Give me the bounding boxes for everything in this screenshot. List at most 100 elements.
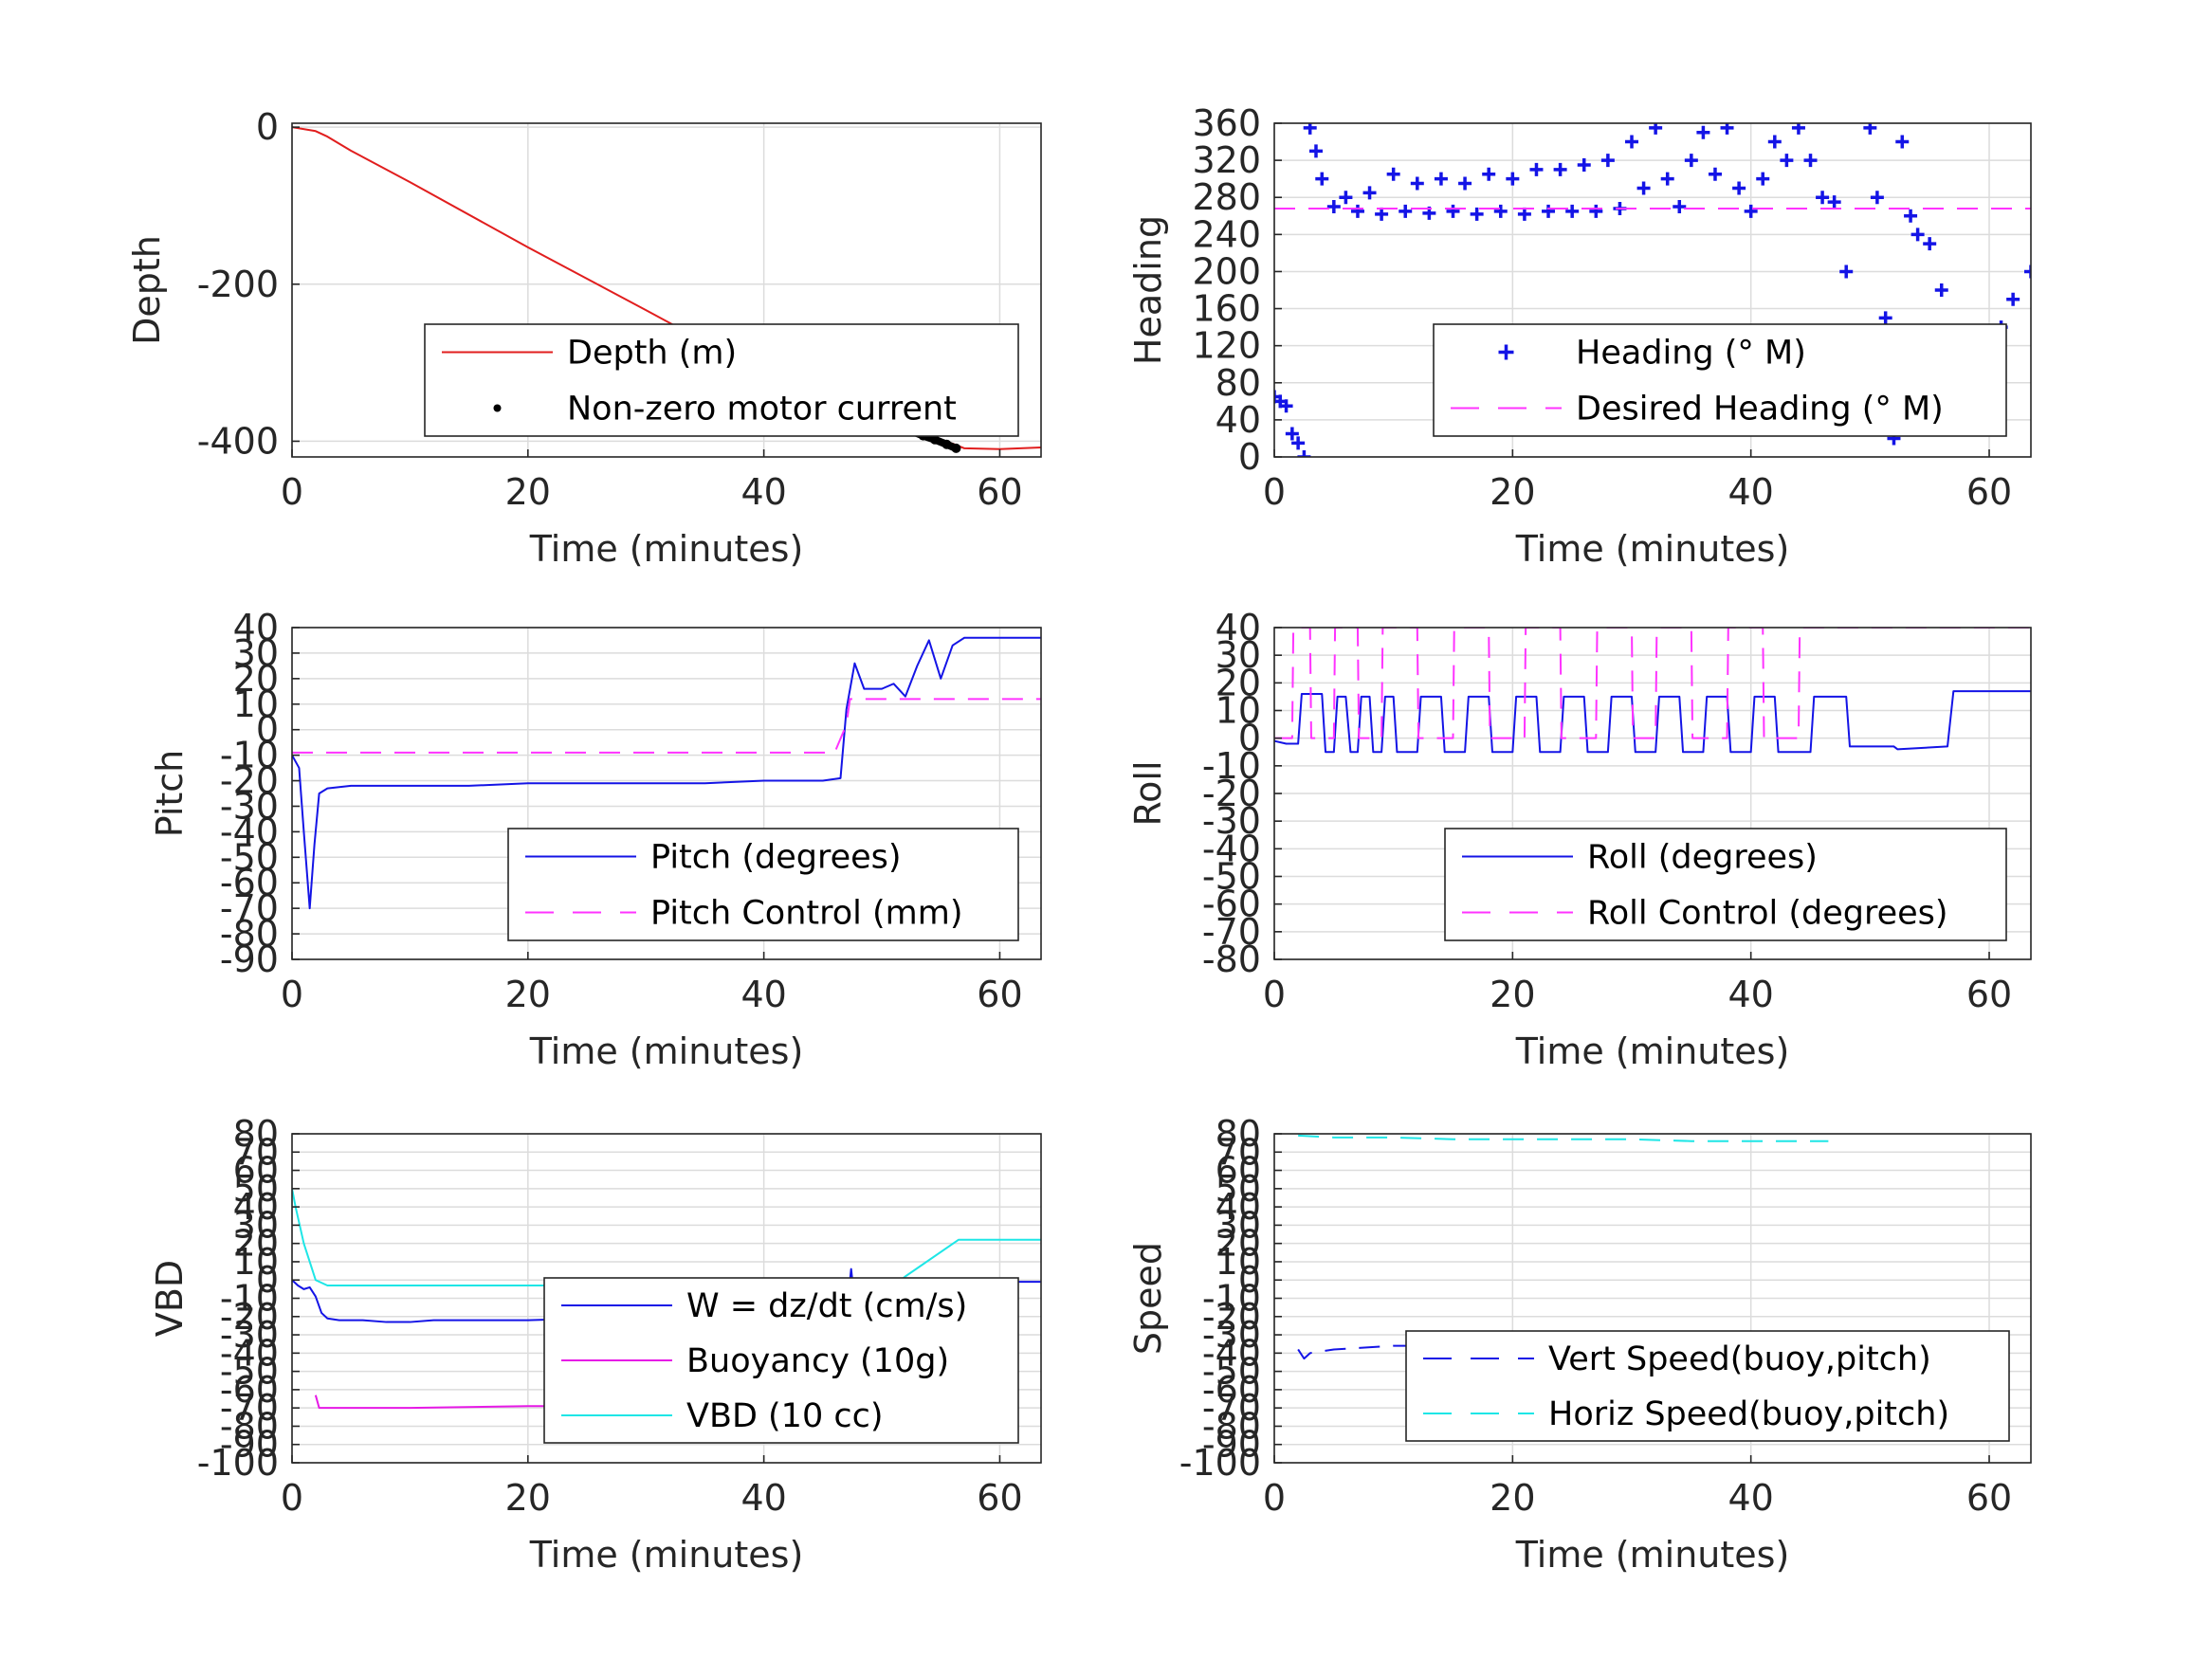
data-point-heading-s0: [1375, 207, 1389, 221]
series-line-speed-s1: [1298, 1134, 1829, 1142]
y-tick-label: -100: [197, 1442, 279, 1484]
data-point-heading-s0: [1279, 399, 1293, 413]
y-tick-label: 70: [233, 1131, 279, 1173]
data-point-heading-s0: [1350, 204, 1364, 218]
data-point-heading-s0: [1517, 207, 1531, 221]
y-tick-label: 160: [1192, 288, 1261, 330]
y-axis-label: Heading: [1127, 215, 1169, 365]
data-point-heading-s0: [1816, 191, 1830, 205]
legend-label: Non-zero motor current: [567, 391, 957, 428]
y-tick-label: -90: [220, 1424, 279, 1466]
y-tick-label: 50: [1216, 1168, 1261, 1210]
data-point-heading-s0: [1506, 172, 1520, 186]
y-tick-label: -80: [1202, 1405, 1261, 1447]
y-tick-label: 30: [233, 632, 279, 674]
legend-label: VBD (10 cc): [686, 1397, 884, 1435]
series-line-pitch-s1: [292, 698, 1041, 754]
data-point-heading-s0: [1565, 204, 1580, 218]
y-tick-label: 10: [1216, 1241, 1261, 1283]
y-tick-label: 80: [1216, 362, 1261, 404]
y-tick-label: -60: [1202, 1369, 1261, 1411]
legend-frame: [1405, 1330, 2010, 1442]
data-point-heading-s0: [1600, 154, 1615, 168]
y-tick-label: 30: [1216, 1204, 1261, 1246]
y-tick-label: 70: [1216, 1131, 1261, 1173]
x-tick-label: 60: [977, 1477, 1022, 1519]
y-tick-label: 30: [1216, 634, 1261, 676]
y-tick-label: -60: [220, 862, 279, 903]
data-point-heading-s0: [1291, 436, 1306, 450]
y-tick-label: -60: [1202, 884, 1261, 925]
y-tick-label: -200: [197, 264, 279, 305]
y-axis-label: Roll: [1127, 760, 1169, 826]
y-tick-label: -80: [220, 1405, 279, 1447]
data-point-heading-s0: [1434, 172, 1448, 186]
x-tick-label: 20: [505, 1477, 551, 1519]
data-point-heading-s0: [1458, 176, 1472, 191]
x-tick-label: 0: [1263, 471, 1286, 513]
y-tick-label: 20: [233, 658, 279, 700]
x-axis-label: Time (minutes): [1515, 1534, 1790, 1576]
x-axis-label: Time (minutes): [529, 1030, 804, 1072]
y-tick-label: -30: [1202, 800, 1261, 842]
y-tick-label: 40: [233, 1186, 279, 1228]
legend-frame: [424, 323, 1019, 437]
x-tick-label: 60: [1966, 471, 2012, 513]
legend-label: Roll Control (degrees): [1587, 895, 1948, 933]
y-tick-label: 10: [233, 1241, 279, 1283]
x-tick-label: 60: [1966, 1477, 2012, 1519]
data-point-heading-s0: [1589, 204, 1603, 218]
y-tick-label: -20: [220, 760, 279, 802]
data-point-heading-s0: [1839, 264, 1854, 279]
axes-frame: [1273, 122, 2032, 458]
y-tick-label: -90: [220, 939, 279, 980]
data-point-heading-s0: [1684, 154, 1698, 168]
data-point-heading-s0: [1410, 176, 1424, 191]
y-tick-label: 60: [233, 1150, 279, 1192]
y-tick-label: 50: [233, 1168, 279, 1210]
x-tick-label: 20: [1490, 471, 1535, 513]
data-point-heading-s0: [1803, 154, 1818, 168]
y-tick-label: -20: [1202, 773, 1261, 814]
y-tick-label: -100: [1179, 1442, 1261, 1484]
x-axis-label: Time (minutes): [1515, 528, 1790, 570]
x-tick-label: 40: [740, 974, 786, 1015]
x-tick-label: 40: [740, 471, 786, 513]
y-tick-label: 240: [1192, 213, 1261, 255]
legend-label: Roll (degrees): [1587, 839, 1818, 877]
x-tick-label: 60: [977, 974, 1022, 1015]
x-tick-label: 0: [281, 471, 303, 513]
subplot-roll: 0 20 40 60-80-70-60-50-40-30-20-10010203040…: [1127, 607, 2032, 1072]
legend: Vert Speed(buoy,pitch) Horiz Speed(buoy,p…: [1405, 1330, 2010, 1442]
axes-frame: [291, 122, 1042, 458]
x-tick-label: 40: [1728, 974, 1773, 1015]
x-axis-label: Time (minutes): [1515, 1030, 1790, 1072]
data-point-heading-s0: [1708, 167, 1722, 181]
legend: W = dz/dt (cm/s) Buoyancy (10g) VBD (10 cc…: [543, 1277, 1019, 1444]
data-point-heading-s0: [1315, 172, 1329, 186]
x-axis-label: Time (minutes): [529, 1534, 804, 1576]
series-group: [1274, 123, 2031, 457]
x-axis-label: Time (minutes): [529, 528, 804, 570]
data-point-heading-s0: [1529, 162, 1544, 176]
y-tick-label: 320: [1192, 139, 1261, 181]
y-tick-label: -10: [1202, 1278, 1261, 1320]
y-tick-label: -40: [1202, 828, 1261, 869]
data-point-heading-s0: [1870, 191, 1884, 205]
y-tick-label: 10: [1216, 690, 1261, 732]
y-axis-label: Speed: [1127, 1242, 1169, 1355]
y-tick-label: 60: [1216, 1150, 1261, 1192]
data-point-heading-s0: [2006, 292, 2020, 306]
y-tick-label: -50: [1202, 856, 1261, 898]
data-point-heading-s0: [1904, 209, 1918, 223]
y-tick-label: -70: [1202, 1387, 1261, 1429]
data-point-heading-s0: [1446, 204, 1460, 218]
x-tick-label: 20: [1490, 1477, 1535, 1519]
y-tick-label: 80: [1216, 1113, 1261, 1155]
data-point-heading-s0: [1756, 172, 1770, 186]
y-tick-label: 40: [1216, 607, 1261, 648]
data-point-heading-s0: [1470, 207, 1484, 221]
axes-frame: [291, 627, 1042, 960]
